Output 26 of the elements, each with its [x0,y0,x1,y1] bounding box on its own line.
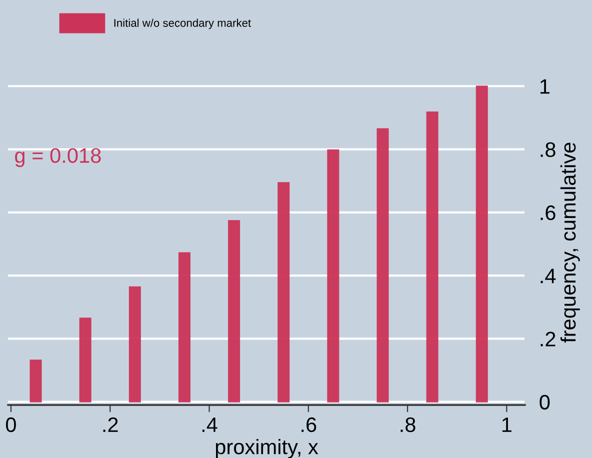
legend-label: Initial w/o secondary market [114,18,251,30]
annotation: g = 0.018 [15,148,101,168]
x-tick-label: .6 [302,417,316,432]
x-tick-label: .2 [103,417,118,432]
bar [327,149,340,402]
bar [376,128,389,402]
y-tick-label: .4 [540,268,556,284]
bar [79,318,92,402]
x-tick-label: 0 [6,417,16,432]
y-tick-label: .2 [540,332,556,346]
y-tick-label: 1 [540,79,550,94]
y-tick-label: 0 [540,394,550,410]
y-axis-title: frequency, cumulative [560,142,580,343]
x-tick-label: 1 [502,418,512,432]
x-axis-title: proximity, x [216,439,318,458]
bar [178,252,190,402]
bar [128,286,141,402]
bar [30,360,42,402]
y-tick-label: .6 [540,205,556,220]
bar [278,182,290,402]
y-tick-label: .8 [540,142,556,158]
bar [476,86,488,402]
x-tick-label: .8 [400,417,416,432]
bar [426,111,438,402]
x-tick-label: .4 [202,418,218,432]
bar [228,220,240,402]
